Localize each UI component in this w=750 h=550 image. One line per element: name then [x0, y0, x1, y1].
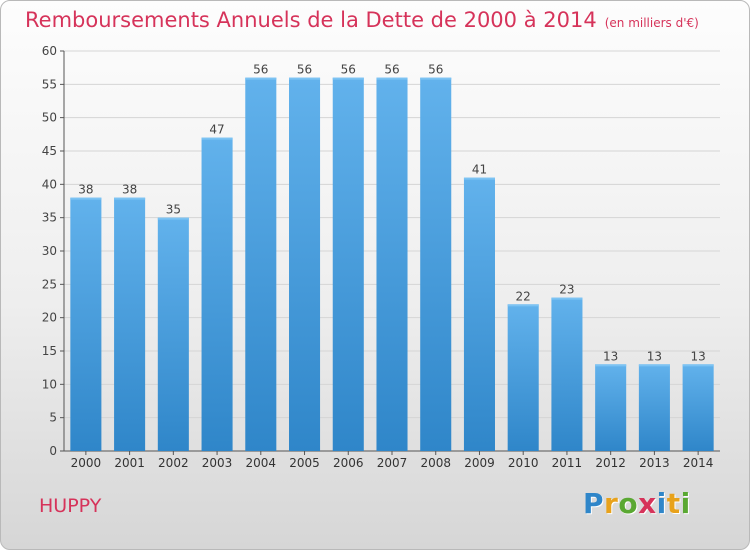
logo-letter: x [638, 487, 657, 520]
x-tick-label: 2004 [246, 456, 277, 470]
y-tick-label: 20 [42, 311, 57, 325]
bar-top-edge [551, 297, 583, 300]
x-tick-label: 2002 [158, 456, 189, 470]
data-label: 13 [690, 349, 705, 363]
x-tick-label: 2003 [202, 456, 233, 470]
bar-top-edge [332, 77, 364, 80]
bar-top-edge [507, 304, 539, 307]
x-tick-label: 2005 [289, 456, 320, 470]
y-tick-label: 40 [42, 177, 57, 191]
data-label: 22 [516, 289, 531, 303]
unit-note: (en milliers d'€) [604, 16, 699, 30]
logo-letter: i [680, 487, 691, 520]
bar [507, 304, 539, 451]
x-tick-label: 2008 [420, 456, 451, 470]
data-label: 47 [209, 123, 224, 137]
y-tick-label: 5 [49, 411, 57, 425]
logo-letter: t [666, 487, 681, 520]
x-tick-label: 2012 [595, 456, 626, 470]
bar-top-edge [463, 177, 495, 180]
x-tick-label: 2010 [508, 456, 539, 470]
y-tick-label: 30 [42, 244, 57, 258]
bar [70, 197, 102, 451]
data-label: 13 [603, 349, 618, 363]
x-tick-label: 2011 [552, 456, 583, 470]
commune-name: HUPPY [39, 495, 102, 517]
bar-top-edge [70, 197, 102, 200]
bar-top-edge [157, 217, 189, 220]
bar-top-edge [289, 77, 321, 80]
bar-top-edge [114, 197, 146, 200]
bar [157, 217, 189, 451]
x-tick-label: 2014 [683, 456, 714, 470]
data-label: 38 [122, 183, 137, 197]
data-label: 56 [428, 63, 443, 77]
bar [245, 77, 277, 452]
bar-top-edge [201, 137, 233, 140]
bar-top-edge [638, 364, 670, 367]
bar-top-edge [245, 77, 277, 80]
bar [595, 364, 627, 451]
data-label: 56 [341, 63, 356, 77]
logo-letter: r [604, 487, 619, 520]
y-tick-label: 0 [49, 444, 57, 458]
data-label: 23 [559, 283, 574, 297]
chart-title-text: Remboursements Annuels de la Dette de 20… [25, 8, 597, 32]
bar [201, 137, 233, 451]
y-tick-label: 55 [42, 77, 57, 91]
bar [638, 364, 670, 451]
bar [420, 77, 452, 452]
data-label: 56 [384, 63, 399, 77]
y-tick-label: 25 [42, 277, 57, 291]
chart-title: Remboursements Annuels de la Dette de 20… [25, 8, 699, 32]
data-label: 41 [472, 163, 487, 177]
bar [551, 297, 583, 451]
y-tick-label: 15 [42, 344, 57, 358]
x-tick-label: 2001 [114, 456, 145, 470]
bar-top-edge [420, 77, 452, 80]
bar-top-edge [376, 77, 408, 80]
data-label: 13 [647, 349, 662, 363]
bar-top-edge [595, 364, 627, 367]
x-tick-label: 2006 [333, 456, 364, 470]
proxiti-logo: Proxiti [583, 487, 691, 520]
bar [463, 177, 495, 451]
bar [332, 77, 364, 452]
y-tick-label: 35 [42, 211, 57, 225]
x-tick-label: 2013 [639, 456, 670, 470]
x-tick-label: 2007 [377, 456, 408, 470]
logo-letter: o [618, 487, 639, 520]
x-tick-label: 2000 [71, 456, 102, 470]
logo-letter: i [656, 487, 667, 520]
y-tick-label: 45 [42, 144, 57, 158]
data-label: 56 [297, 63, 312, 77]
logo-letter: P [583, 487, 605, 520]
data-label: 35 [166, 203, 181, 217]
y-tick-label: 60 [42, 44, 57, 58]
y-tick-label: 10 [42, 377, 57, 391]
x-tick-label: 2009 [464, 456, 495, 470]
y-tick-label: 50 [42, 111, 57, 125]
bar [376, 77, 408, 452]
bar [289, 77, 321, 452]
bar-top-edge [682, 364, 714, 367]
bar [114, 197, 146, 451]
data-label: 56 [253, 63, 268, 77]
data-label: 38 [78, 183, 93, 197]
bar [682, 364, 714, 451]
